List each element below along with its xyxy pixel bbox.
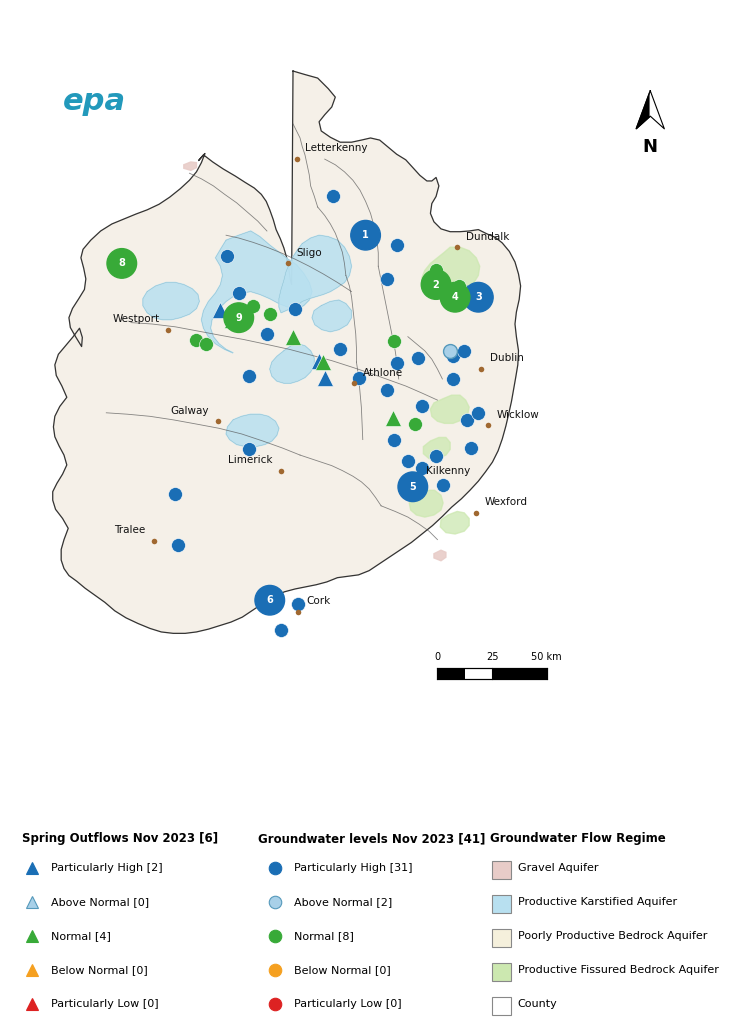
Bar [492,668,547,679]
Text: Above Normal [0]: Above Normal [0] [51,897,150,907]
Text: Westport: Westport [113,314,160,324]
Text: Spring Outflows Nov 2023 [6]: Spring Outflows Nov 2023 [6] [22,833,218,845]
Polygon shape [650,91,664,129]
Polygon shape [434,550,446,561]
FancyBboxPatch shape [493,997,511,1015]
Text: Gravel Aquifer: Gravel Aquifer [517,863,598,873]
Text: N: N [643,138,658,156]
Text: Normal [4]: Normal [4] [51,931,111,941]
Text: Dundalk: Dundalk [465,231,509,242]
Polygon shape [440,511,469,534]
Text: Dublin: Dublin [490,353,523,364]
Text: Above Normal [2]: Above Normal [2] [294,897,393,907]
Polygon shape [53,71,520,634]
Text: Letterkenny: Letterkenny [305,143,368,154]
Text: 0: 0 [435,652,440,663]
Bar [437,668,547,679]
Circle shape [421,269,451,299]
Text: 4: 4 [451,292,459,302]
Text: Below Normal [0]: Below Normal [0] [51,966,148,975]
Text: Productive Fissured Bedrock Aquifer: Productive Fissured Bedrock Aquifer [517,966,719,975]
Text: Particularly Low [0]: Particularly Low [0] [294,999,402,1010]
FancyBboxPatch shape [493,861,511,879]
Text: Wicklow: Wicklow [497,410,539,420]
Text: 5: 5 [410,481,416,492]
Polygon shape [636,91,650,129]
Text: 8: 8 [118,258,126,268]
Circle shape [464,283,493,312]
Circle shape [351,220,380,250]
Text: Limerick: Limerick [228,455,272,465]
Text: Sligo: Sligo [297,248,322,258]
Text: 9: 9 [236,312,242,323]
Text: 2: 2 [432,280,440,290]
Text: Poorly Productive Bedrock Aquifer: Poorly Productive Bedrock Aquifer [517,931,707,941]
Polygon shape [312,300,352,332]
Text: 25: 25 [486,652,498,663]
Text: Galway: Galway [171,406,209,416]
Polygon shape [422,247,480,299]
Polygon shape [424,437,450,459]
Text: Wexford: Wexford [484,498,528,507]
Text: 1: 1 [362,230,369,241]
Circle shape [398,472,428,502]
Polygon shape [279,236,352,312]
Text: Normal [8]: Normal [8] [294,931,355,941]
Text: Athlone: Athlone [363,368,403,378]
Text: epa: epa [62,87,126,116]
Text: County: County [517,999,558,1010]
Text: Particularly High [2]: Particularly High [2] [51,863,163,873]
Text: 6: 6 [266,595,273,605]
Polygon shape [430,395,469,423]
Polygon shape [226,414,279,446]
Polygon shape [143,283,200,319]
Circle shape [107,249,137,279]
Text: Particularly Low [0]: Particularly Low [0] [51,999,159,1010]
Polygon shape [270,344,314,383]
Circle shape [224,303,253,333]
Circle shape [255,586,285,615]
Text: Particularly High [31]: Particularly High [31] [294,863,413,873]
FancyBboxPatch shape [493,964,511,981]
Text: Cork: Cork [306,596,330,606]
Text: 50 km: 50 km [531,652,562,663]
Polygon shape [184,162,197,170]
Polygon shape [201,231,312,353]
FancyBboxPatch shape [493,895,511,912]
Polygon shape [410,490,443,517]
Text: Productive Karstified Aquifer: Productive Karstified Aquifer [517,897,677,907]
Circle shape [440,283,470,312]
Text: Below Normal [0]: Below Normal [0] [294,966,391,975]
Bar [437,668,465,679]
Text: Groundwater Flow Regime: Groundwater Flow Regime [490,833,666,845]
Text: Tralee: Tralee [115,525,146,536]
FancyBboxPatch shape [493,930,511,947]
Text: Kilkenny: Kilkenny [426,466,470,476]
Text: Groundwater levels Nov 2023 [41]: Groundwater levels Nov 2023 [41] [258,833,485,845]
Text: 3: 3 [475,292,482,302]
